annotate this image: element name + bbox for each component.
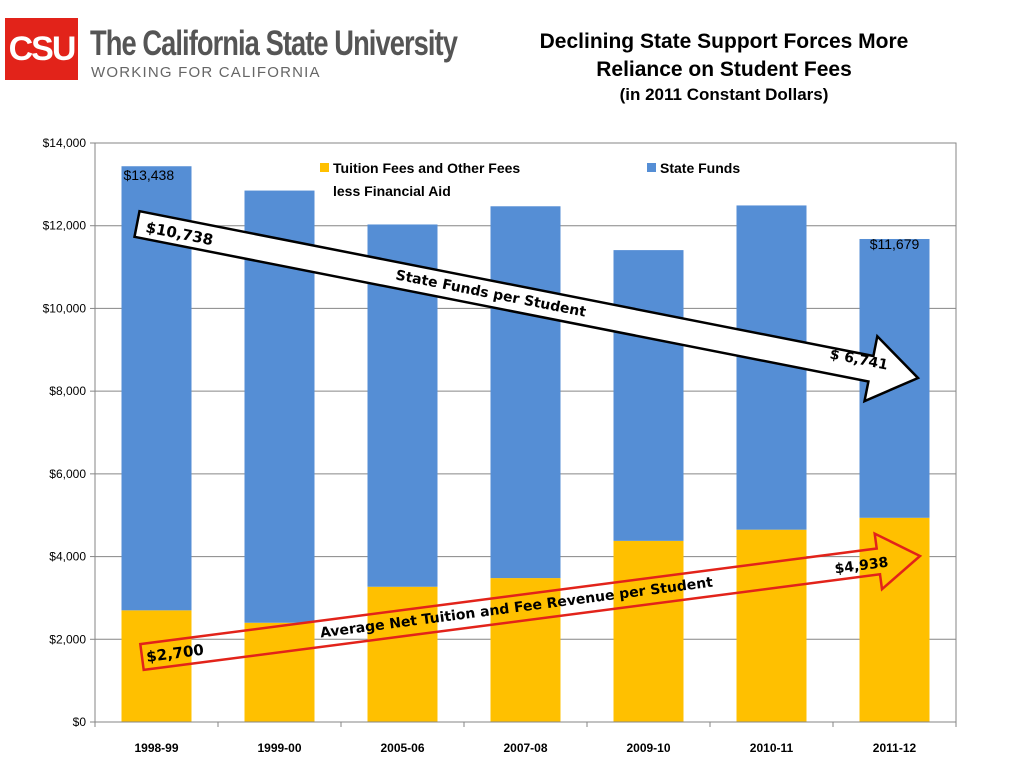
y-tick-label: $8,000 <box>49 384 86 398</box>
bar-fees <box>859 517 930 722</box>
y-tick-label: $14,000 <box>43 136 87 150</box>
bar-state <box>613 250 684 541</box>
state-funds-arrow <box>133 209 921 404</box>
legend-label-fees-line2: less Financial Aid <box>333 183 451 199</box>
y-tick-label: $12,000 <box>43 219 87 233</box>
y-tick-label: $6,000 <box>49 467 86 481</box>
x-tick-label: 1999-00 <box>257 741 301 755</box>
x-tick-label: 2007-08 <box>503 741 547 755</box>
chart-subtitle: (in 2011 Constant Dollars) <box>619 85 829 104</box>
title-line-1: Declining State Support Forces More <box>539 30 909 53</box>
legend-label-state: State Funds <box>660 160 740 176</box>
fee-revenue-arrow <box>138 531 923 672</box>
bar-fees <box>613 540 684 722</box>
csu-logo: CSU <box>5 18 78 80</box>
bar-state <box>490 206 561 579</box>
data-label-last-total: $11,679 <box>870 236 920 252</box>
y-tick-label: $10,000 <box>43 301 87 315</box>
x-tick-label: 1998-99 <box>134 741 178 755</box>
plot-border <box>94 142 957 723</box>
chart-title: Declining State Support Forces More Reli… <box>470 28 978 106</box>
bar-fees <box>490 578 561 722</box>
logo-tagline: WORKING FOR CALIFORNIA <box>91 64 321 81</box>
data-label-first-total: $13,438 <box>124 167 175 183</box>
y-tick-label: $0 <box>73 715 87 729</box>
legend-label-fees: Tuition Fees and Other Fees <box>333 160 520 176</box>
bar-fees <box>244 622 315 722</box>
x-tick-label: 2010-11 <box>750 741 794 755</box>
logo-name: The California State University <box>90 24 458 63</box>
axes: $0 $2,000 $4,000 $6,000 $8,000 $10,000 $12,000… <box>43 136 957 755</box>
logo-mark: CSU <box>8 30 77 68</box>
title-line-2: Reliance on Student Fees <box>596 58 852 81</box>
x-tick-label: 2005-06 <box>380 741 424 755</box>
legend: Tuition Fees and Other Fees less Financia… <box>320 160 740 199</box>
x-tick-label: 2011-12 <box>873 741 917 755</box>
y-tick-label: $4,000 <box>49 550 86 564</box>
fees-end-label: $4,938 <box>834 555 890 578</box>
legend-swatch-state <box>647 163 656 172</box>
legend-swatch-fees <box>320 163 329 172</box>
x-tick-label: 2009-10 <box>626 741 670 755</box>
y-tick-label: $2,000 <box>49 632 86 646</box>
